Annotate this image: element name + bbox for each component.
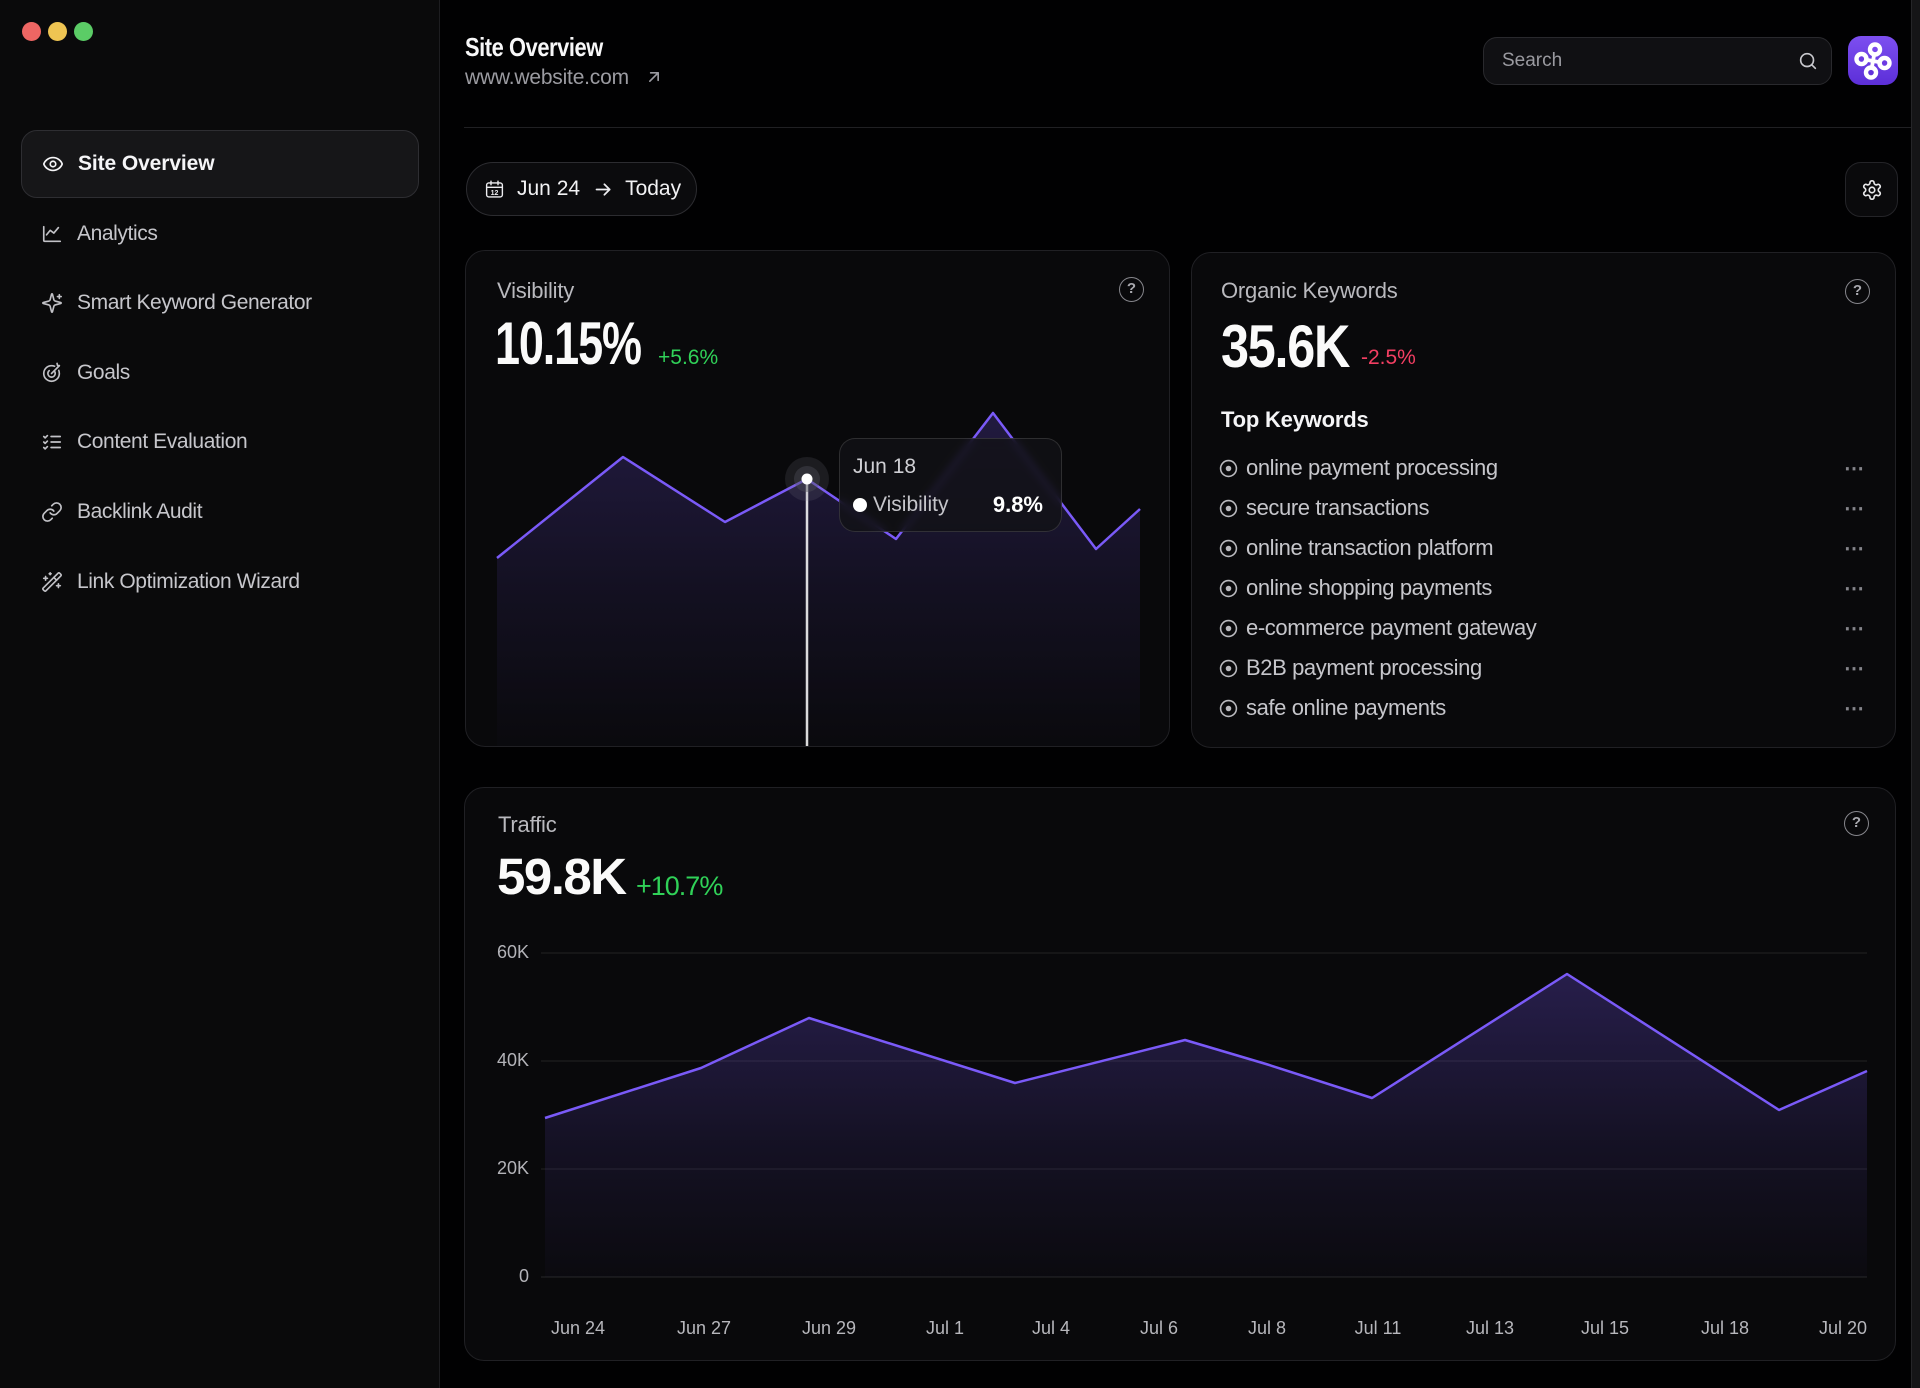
svg-text:12: 12 [491,189,499,196]
